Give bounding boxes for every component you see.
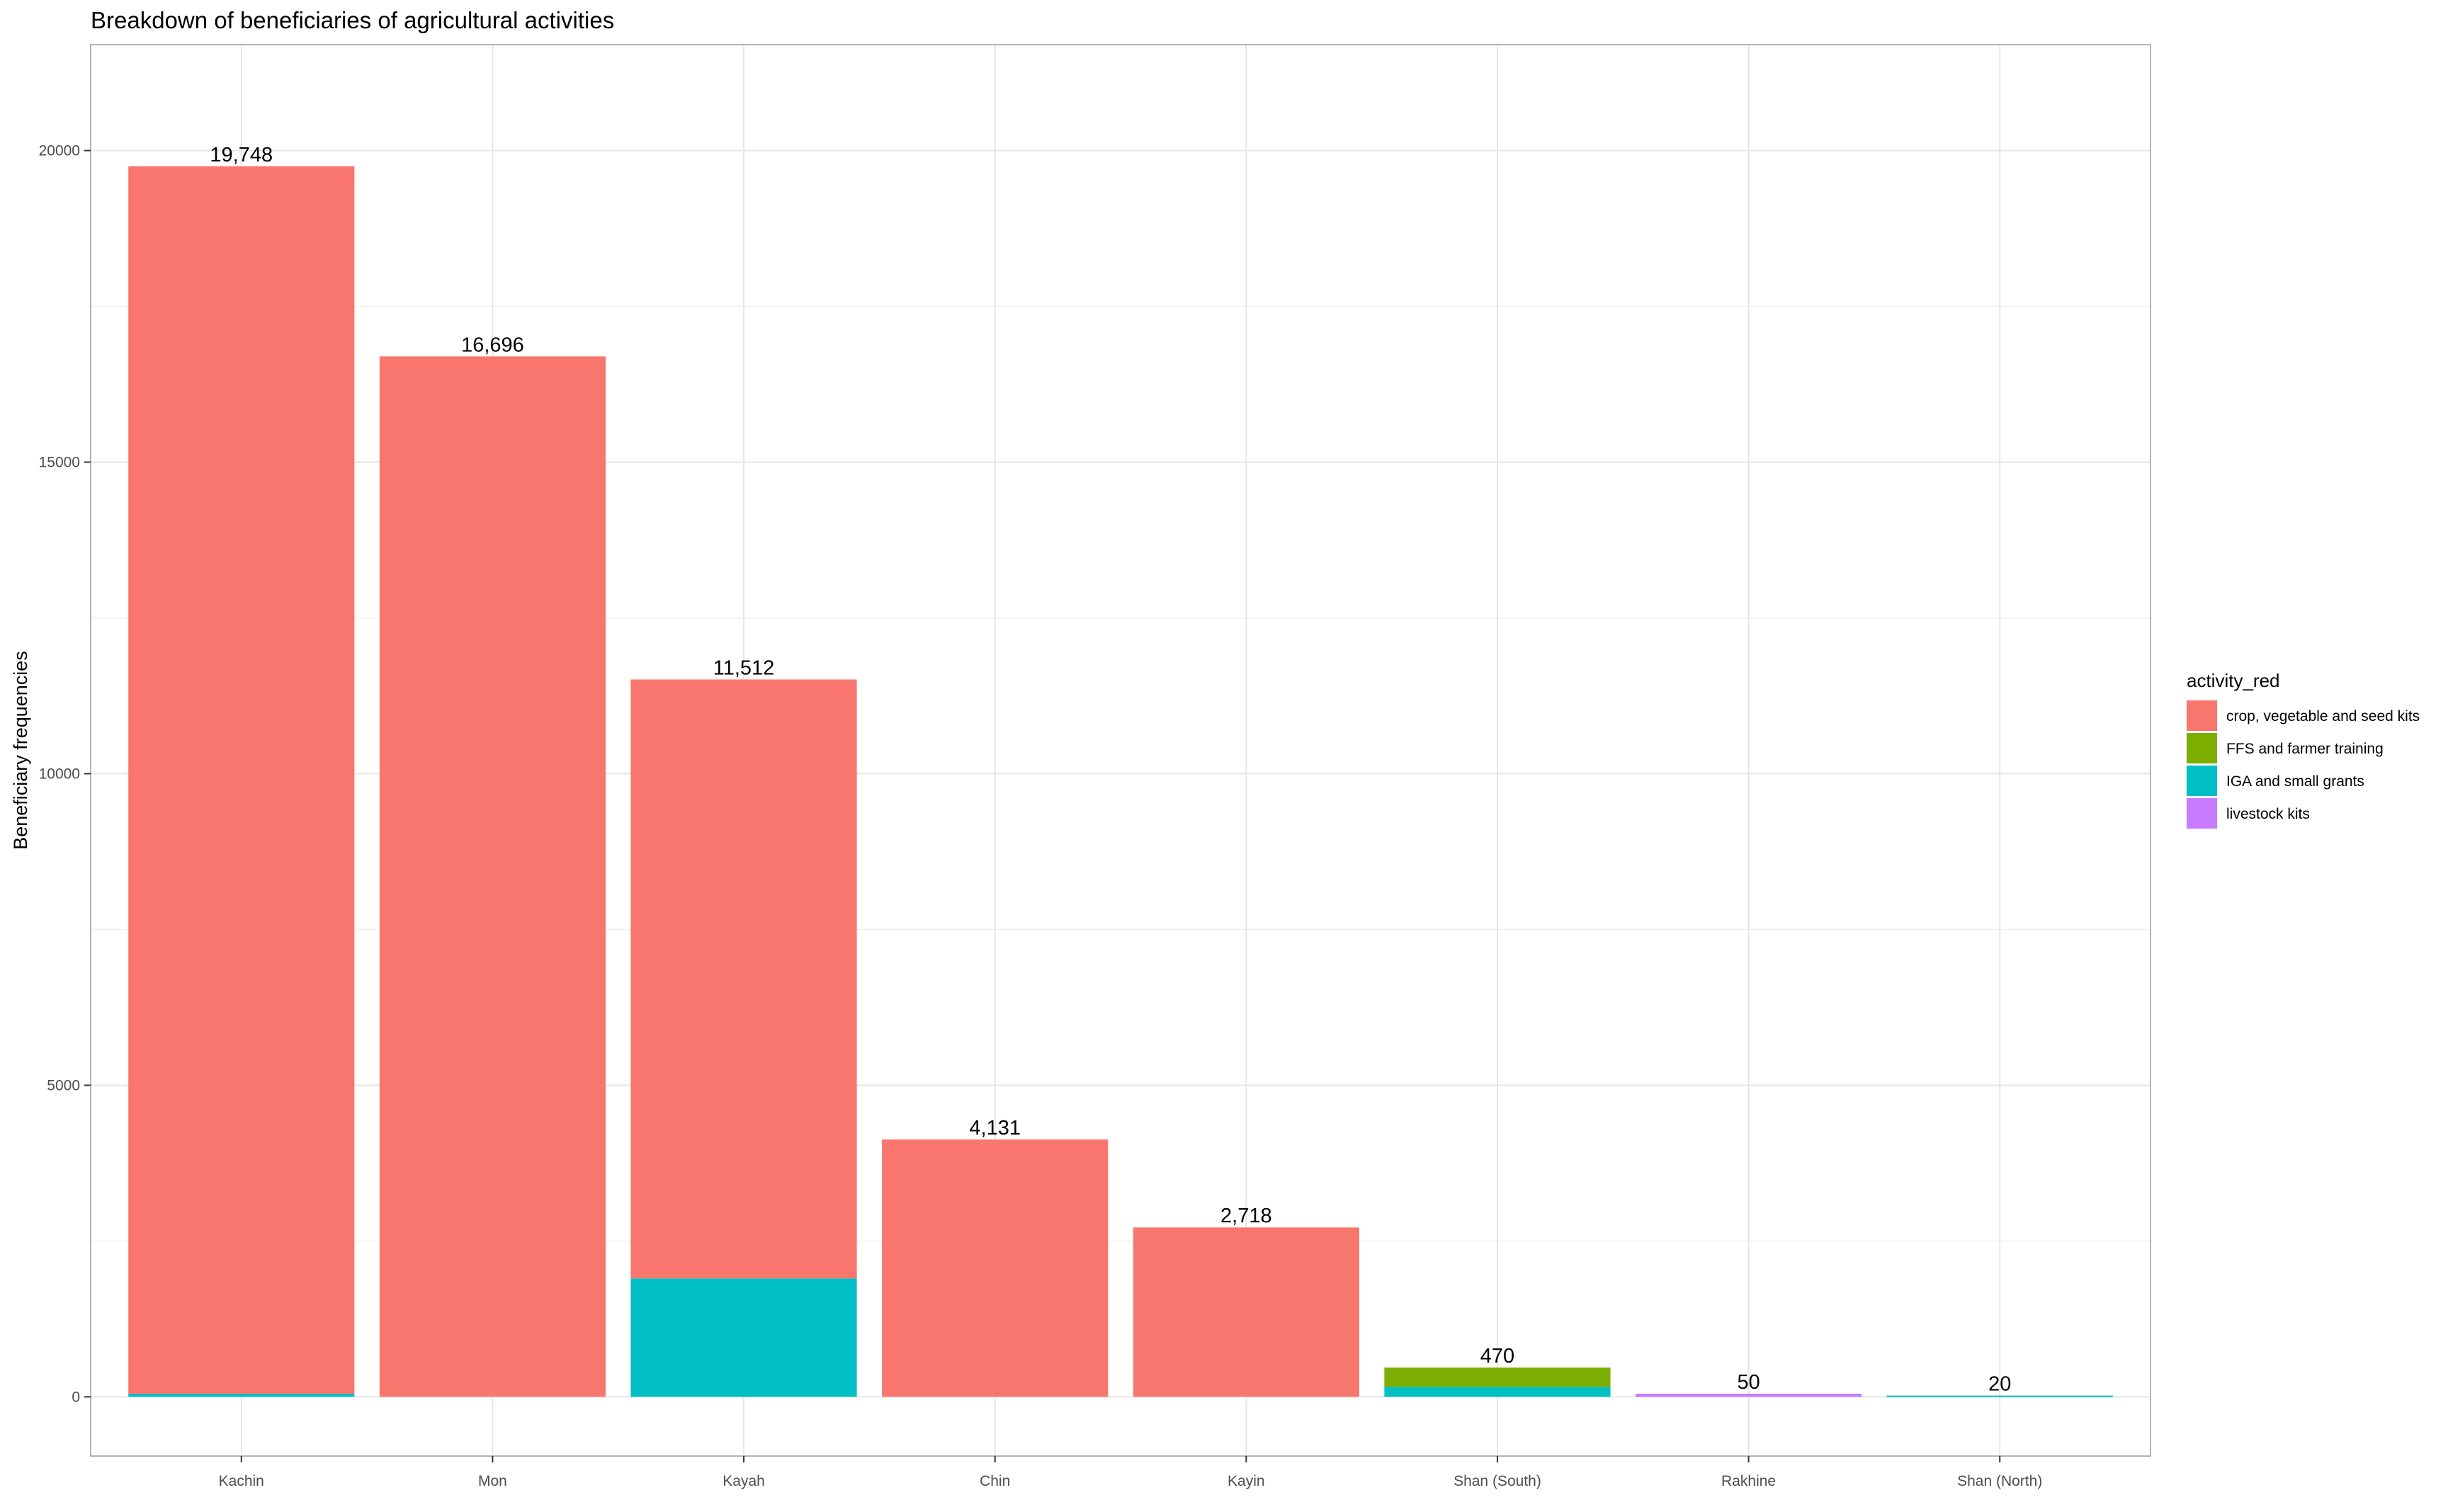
- legend-label: crop, vegetable and seed kits: [2226, 708, 2420, 724]
- legend: activity_red crop, vegetable and seed ki…: [2187, 670, 2420, 829]
- bar-kayin-crop-vegetable-and-seed-kits: [1133, 1227, 1359, 1397]
- bar-shan-south-iga-and-small-grants: [1384, 1387, 1611, 1397]
- x-tick-label: Shan (North): [1957, 1473, 2042, 1489]
- bar-labels: 19,748 16,696 11,512 4,131 2,718 470 50 20: [210, 144, 2011, 1396]
- plot-panel-border: [90, 44, 2151, 1457]
- bar-mon-crop-vegetable-and-seed-kits: [379, 356, 606, 1397]
- x-tick-label: Rakhine: [1721, 1473, 1776, 1489]
- x-tick-label: Kayin: [1228, 1473, 1265, 1489]
- bar-total-label: 11,512: [713, 656, 775, 679]
- x-tick-label: Kachin: [219, 1473, 264, 1489]
- bar-total-label: 20: [1988, 1373, 2011, 1396]
- x-tick-label: Kayah: [722, 1473, 765, 1489]
- legend-key-ffs-and-farmer-training: [2187, 733, 2217, 763]
- legend-key-livestock-kits: [2187, 798, 2217, 829]
- y-axis-ticks: 0 5000 10000 15000 20000: [39, 143, 91, 1405]
- bar-total-label: 19,748: [210, 144, 273, 166]
- bar-shan-south-ffs-and-farmer-training: [1384, 1368, 1611, 1387]
- bar-kachin-crop-vegetable-and-seed-kits: [128, 166, 355, 1394]
- bar-total-label: 2,718: [1220, 1205, 1272, 1227]
- bar-kayah-crop-vegetable-and-seed-kits: [630, 679, 857, 1279]
- bar-chin-crop-vegetable-and-seed-kits: [882, 1139, 1109, 1397]
- x-tick-label: Shan (South): [1454, 1473, 1541, 1489]
- y-tick-label: 5000: [47, 1077, 80, 1093]
- x-axis-ticks: Kachin Mon Kayah Chin Kayin Shan (South) Rakhi…: [219, 1456, 2042, 1489]
- legend-label: FFS and farmer training: [2226, 741, 2384, 757]
- bar-total-label: 50: [1737, 1371, 1760, 1394]
- y-tick-label: 15000: [39, 455, 80, 471]
- bar-total-label: 16,696: [461, 334, 524, 356]
- legend-label: IGA and small grants: [2226, 773, 2364, 790]
- bar-kachin-iga-and-small-grants: [128, 1394, 355, 1397]
- y-axis-title: Beneficiary frequencies: [10, 651, 31, 850]
- legend-key-crop-vegetable-and-seed-kits: [2187, 700, 2217, 731]
- y-tick-label: 0: [72, 1389, 80, 1405]
- bar-shan-north-iga-and-small-grants: [1886, 1395, 2113, 1397]
- legend-key-iga-and-small-grants: [2187, 766, 2217, 796]
- x-tick-label: Chin: [980, 1473, 1010, 1489]
- legend-label: livestock kits: [2226, 806, 2310, 822]
- bar-total-label: 470: [1480, 1345, 1514, 1368]
- legend-title: activity_red: [2187, 670, 2280, 691]
- chart-title: Breakdown of beneficiaries of agricultur…: [91, 7, 614, 33]
- y-tick-label: 20000: [39, 143, 80, 159]
- bars: [128, 166, 2113, 1397]
- bar-rakhine-livestock-kits: [1636, 1394, 1862, 1397]
- bar-kayah-iga-and-small-grants: [630, 1278, 857, 1397]
- bar-total-label: 4,131: [969, 1117, 1021, 1139]
- y-tick-label: 10000: [39, 766, 80, 782]
- x-tick-label: Mon: [478, 1473, 507, 1489]
